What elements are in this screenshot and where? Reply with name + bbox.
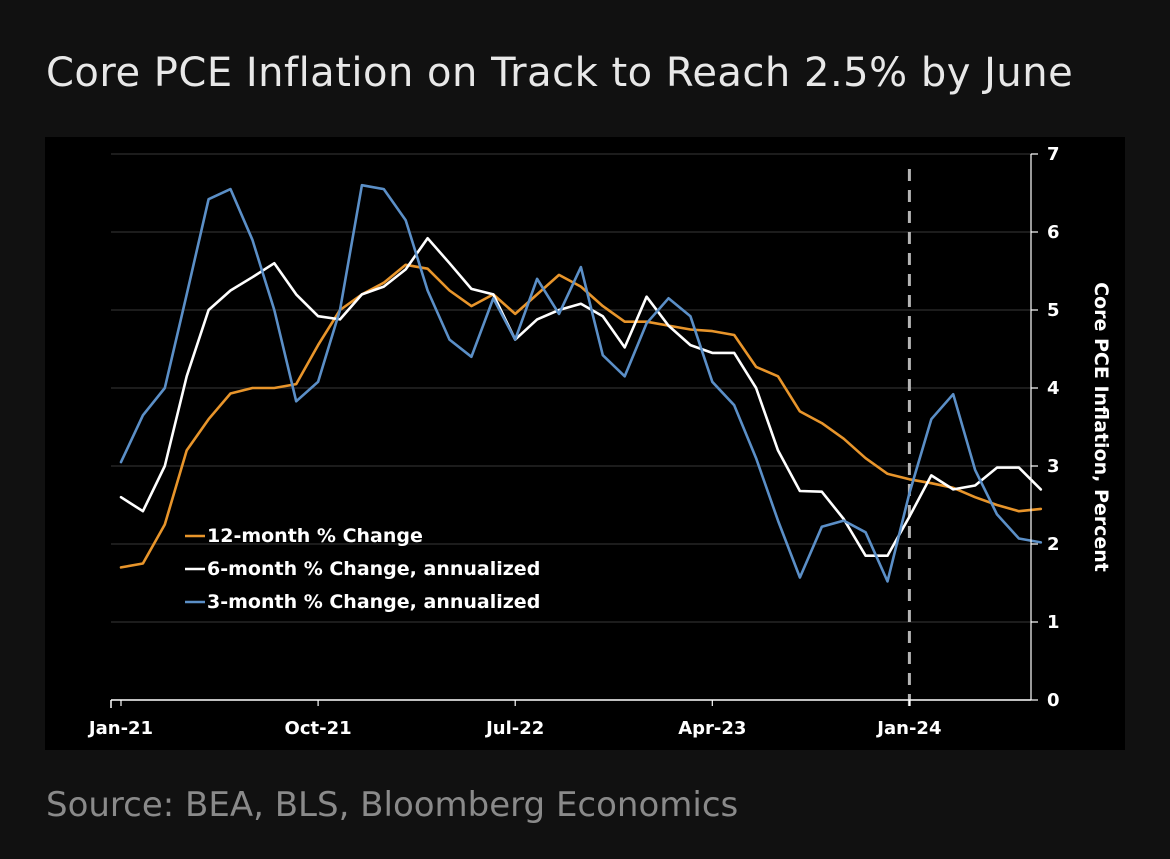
y-tick-label: 3	[1047, 456, 1060, 477]
legend-label: 6-month % Change, annualized	[207, 558, 540, 580]
legend-label: 3-month % Change, annualized	[207, 591, 540, 613]
x-tick-label: Apr-23	[678, 718, 746, 739]
y-tick-label: 4	[1047, 378, 1060, 399]
series-line-6-month	[119, 236, 1043, 558]
series-line-3-month	[119, 183, 1043, 583]
y-tick-label: 6	[1047, 222, 1060, 243]
y-tick-label: 0	[1047, 690, 1060, 711]
y-tick-label: 7	[1047, 144, 1060, 165]
chart-title: Core PCE Inflation on Track to Reach 2.5…	[46, 50, 1074, 96]
series-line-12-month	[119, 263, 1043, 569]
series-lines	[119, 183, 1043, 583]
legend-label: 12-month % Change	[207, 525, 423, 547]
x-tick-label: Jul-22	[484, 718, 544, 739]
x-tick-label: Oct-21	[285, 718, 352, 739]
source-note: Source: BEA, BLS, Bloomberg Economics	[46, 785, 739, 825]
line-chart: 0 1 2 3 4 5 6 7 Jan-21 Oct-21 Jul-22 Apr-23 Jan-24 Co…	[87, 144, 1112, 739]
x-tick-label: Jan-21	[87, 718, 153, 739]
axes: 0 1 2 3 4 5 6 7 Jan-21 Oct-21 Jul-22 Apr-23 Jan-24 Co…	[87, 144, 1112, 739]
y-axis-label: Core PCE Inflation, Percent	[1090, 282, 1112, 572]
legend: 12-month % Change 6-month % Change, annua…	[185, 525, 540, 613]
chart-plot-area: 0 1 2 3 4 5 6 7 Jan-21 Oct-21 Jul-22 Apr-23 Jan-24 Co…	[45, 137, 1125, 750]
y-tick-label: 5	[1047, 300, 1060, 321]
y-tick-label: 2	[1047, 534, 1060, 555]
y-tick-label: 1	[1047, 612, 1060, 633]
x-tick-label: Jan-24	[875, 718, 941, 739]
